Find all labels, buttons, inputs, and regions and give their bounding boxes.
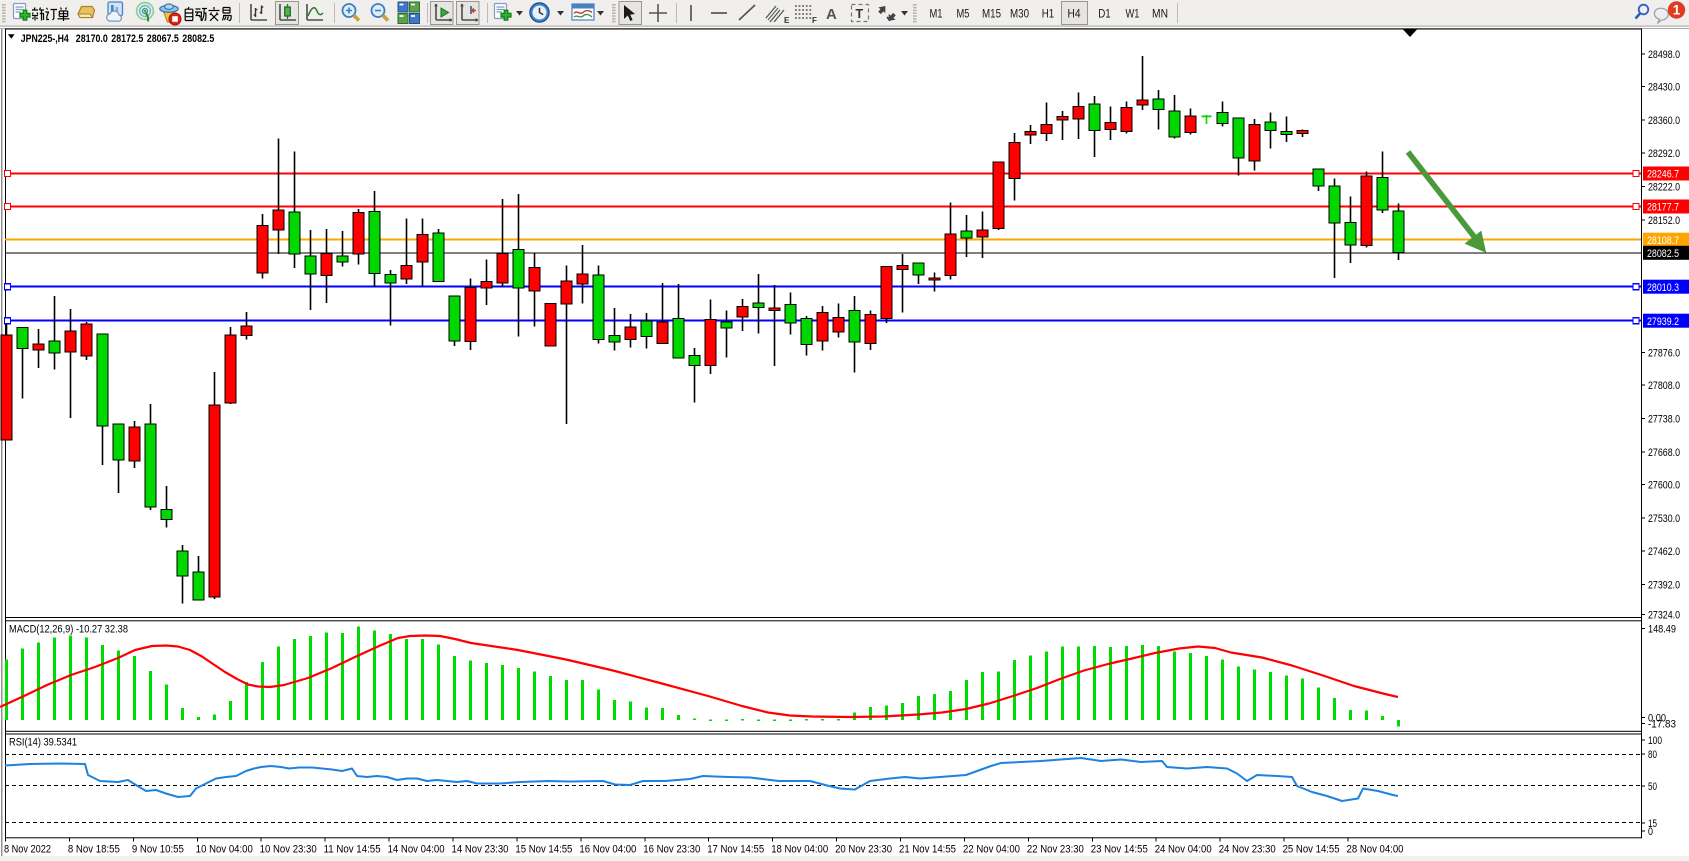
svg-text:20 Nov 23:30: 20 Nov 23:30 [835, 844, 892, 856]
svg-text:23 Nov 14:55: 23 Nov 14:55 [1091, 844, 1148, 856]
svg-text:0: 0 [1648, 826, 1653, 838]
svg-text:28430.0: 28430.0 [1648, 82, 1680, 94]
svg-text:8 Nov 2022: 8 Nov 2022 [4, 844, 51, 856]
svg-text:MN: MN [1152, 7, 1168, 21]
svg-text:27738.0: 27738.0 [1648, 414, 1680, 426]
svg-text:E: E [784, 16, 790, 25]
svg-text:28170.0: 28170.0 [76, 33, 108, 45]
svg-text:M5: M5 [957, 7, 970, 21]
svg-text:28498.0: 28498.0 [1648, 49, 1680, 61]
svg-text:M15: M15 [982, 7, 1001, 21]
svg-text:50: 50 [1648, 781, 1657, 793]
svg-text:148.49: 148.49 [1648, 624, 1676, 636]
svg-text:15 Nov 14:55: 15 Nov 14:55 [515, 844, 572, 856]
svg-text:27324.0: 27324.0 [1648, 610, 1680, 622]
svg-text:27600.0: 27600.0 [1648, 480, 1680, 492]
svg-text:21 Nov 14:55: 21 Nov 14:55 [899, 844, 956, 856]
svg-text:27392.0: 27392.0 [1648, 579, 1680, 591]
svg-text:24 Nov 23:30: 24 Nov 23:30 [1219, 844, 1276, 856]
svg-text:22 Nov 04:00: 22 Nov 04:00 [963, 844, 1020, 856]
svg-text:100: 100 [1648, 735, 1662, 747]
svg-text:28067.5: 28067.5 [147, 33, 179, 45]
svg-text:10 Nov 04:00: 10 Nov 04:00 [196, 844, 253, 856]
svg-text:MACD(12,26,9) -10.27 32.38: MACD(12,26,9) -10.27 32.38 [9, 624, 128, 636]
svg-text:15: 15 [1648, 818, 1657, 830]
svg-text:28108.7: 28108.7 [1647, 235, 1679, 247]
svg-text:28152.0: 28152.0 [1648, 215, 1680, 227]
svg-text:28082.5: 28082.5 [1647, 248, 1679, 260]
svg-text:22 Nov 23:30: 22 Nov 23:30 [1027, 844, 1084, 856]
svg-text:M1: M1 [930, 7, 943, 21]
svg-text:27876.0: 27876.0 [1648, 347, 1680, 359]
svg-text:28 Nov 04:00: 28 Nov 04:00 [1347, 844, 1404, 856]
svg-text:27668.0: 27668.0 [1648, 447, 1680, 459]
svg-text:11 Nov 14:55: 11 Nov 14:55 [324, 844, 381, 856]
svg-text:16 Nov 04:00: 16 Nov 04:00 [579, 844, 636, 856]
svg-text:25 Nov 14:55: 25 Nov 14:55 [1283, 844, 1340, 856]
svg-text:28172.5: 28172.5 [111, 33, 143, 45]
svg-text:27939.2: 27939.2 [1647, 316, 1679, 328]
svg-text:27808.0: 27808.0 [1648, 380, 1680, 392]
svg-text:M30: M30 [1010, 7, 1029, 21]
svg-text:27462.0: 27462.0 [1648, 546, 1680, 558]
svg-text:1: 1 [1673, 3, 1681, 18]
svg-text:28292.0: 28292.0 [1648, 148, 1680, 160]
svg-text:T: T [856, 7, 864, 21]
svg-text:14 Nov 23:30: 14 Nov 23:30 [452, 844, 509, 856]
svg-text:16 Nov 23:30: 16 Nov 23:30 [643, 844, 700, 856]
svg-text:D1: D1 [1098, 7, 1111, 21]
svg-text:10 Nov 23:30: 10 Nov 23:30 [260, 844, 317, 856]
svg-text:-17.83: -17.83 [1648, 718, 1676, 730]
svg-text:27530.0: 27530.0 [1648, 513, 1680, 525]
svg-text:W1: W1 [1126, 7, 1140, 21]
svg-text:0.00: 0.00 [1648, 713, 1666, 725]
svg-text:JPN225-,H4: JPN225-,H4 [21, 33, 70, 45]
svg-text:28246.7: 28246.7 [1647, 169, 1679, 181]
svg-text:RSI(14) 39.5341: RSI(14) 39.5341 [9, 737, 77, 749]
svg-text:8 Nov 18:55: 8 Nov 18:55 [68, 844, 120, 856]
svg-text:28222.0: 28222.0 [1648, 181, 1680, 193]
svg-text:24 Nov 04:00: 24 Nov 04:00 [1155, 844, 1212, 856]
svg-text:14 Nov 04:00: 14 Nov 04:00 [388, 844, 445, 856]
svg-text:28360.0: 28360.0 [1648, 115, 1680, 127]
svg-text:A: A [826, 6, 837, 23]
svg-text:H4: H4 [1068, 7, 1081, 21]
svg-text:F: F [812, 16, 817, 25]
svg-text:28010.3: 28010.3 [1647, 282, 1679, 294]
svg-text:28082.5: 28082.5 [182, 33, 214, 45]
svg-text:H1: H1 [1042, 7, 1055, 21]
svg-text:18 Nov 04:00: 18 Nov 04:00 [771, 844, 828, 856]
svg-text:28177.7: 28177.7 [1647, 202, 1679, 214]
svg-text:80: 80 [1648, 749, 1657, 761]
svg-text:9 Nov 10:55: 9 Nov 10:55 [132, 844, 184, 856]
svg-text:17 Nov 14:55: 17 Nov 14:55 [707, 844, 764, 856]
